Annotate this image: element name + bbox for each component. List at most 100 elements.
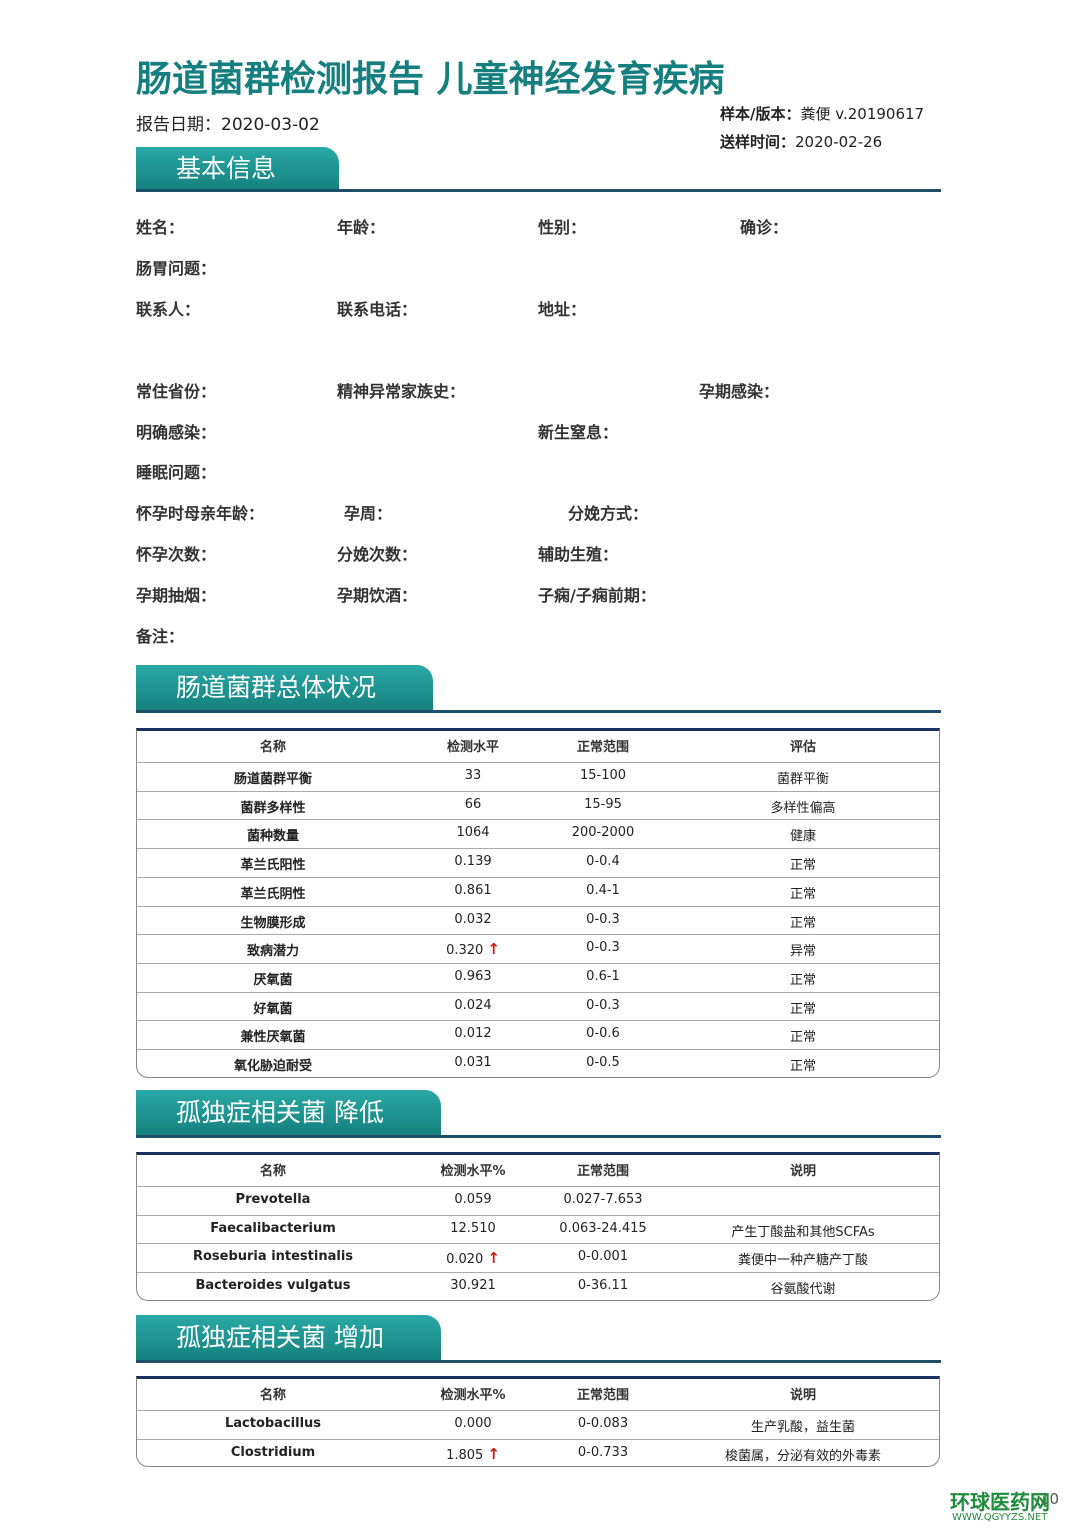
table-cell: 0.139	[454, 854, 492, 870]
table-cell: 66	[464, 796, 482, 812]
table-cell: 12.510	[450, 1220, 496, 1236]
table-cell: Prevotella	[235, 1192, 311, 1207]
table-cell: 生物膜形成	[240, 915, 306, 931]
field-label: 孕期感染：	[699, 382, 780, 401]
field-label: 分娩次数：	[337, 545, 418, 564]
table-cell: 菌种数量	[246, 829, 300, 845]
table-cell: 菌群平衡	[776, 772, 830, 787]
section-tab: 基本信息	[136, 147, 339, 191]
row-divider	[137, 1243, 939, 1245]
section-rule	[136, 1360, 941, 1363]
field-label: 确诊：	[740, 218, 789, 237]
row-divider	[137, 991, 939, 993]
table-cell: 革兰氏阳性	[240, 858, 306, 874]
column-header: 名称	[259, 740, 287, 755]
value: 粪便 v.20190617	[800, 105, 925, 123]
table-cell: 氧化胁迫耐受	[233, 1059, 313, 1074]
table-cell: 0-0.733	[577, 1444, 629, 1460]
section-rule	[136, 189, 941, 192]
row-divider	[137, 934, 939, 936]
table-cell: 200-2000	[571, 825, 635, 841]
table-cell: Clostridium	[230, 1444, 316, 1460]
report-title: 肠道菌群检测报告 儿童神经发育疾病	[136, 59, 725, 100]
table-cell: 好氧菌	[253, 1001, 293, 1017]
table-cell: 0-0.5	[586, 1055, 620, 1070]
table-cell: 健康	[789, 829, 817, 845]
field-label: 子痫/子痫前期：	[538, 586, 656, 605]
column-header: 检测水平	[446, 740, 500, 755]
table-cell: 0-36.11	[577, 1278, 629, 1294]
table-cell: 0.032	[454, 911, 492, 927]
table-cell: 0-0.083	[577, 1416, 629, 1431]
row-divider	[137, 1020, 939, 1022]
table-cell: 正常	[789, 1001, 817, 1017]
section-rule	[136, 710, 941, 713]
table-cell: 0-0.3	[586, 940, 620, 956]
label: 样本/版本：	[720, 105, 801, 123]
table-cell: 15-95	[584, 796, 622, 812]
field-label: 辅助生殖：	[538, 545, 619, 564]
table-cell: 0.031	[454, 1055, 492, 1070]
row-divider	[137, 1438, 939, 1440]
table-cell: 多样性偏高	[770, 800, 836, 816]
table-cell: 0-0.3	[586, 911, 620, 927]
table	[136, 1152, 940, 1301]
field-label: 年龄：	[337, 218, 386, 237]
column-header: 评估	[789, 740, 817, 755]
field-label: 联系人：	[136, 300, 201, 319]
row-divider	[137, 1410, 939, 1411]
table-cell: 0.6-1	[586, 968, 620, 984]
table-cell: 0-0.3	[586, 997, 620, 1013]
table-cell: 1064	[456, 825, 490, 841]
table	[136, 1376, 940, 1468]
table-cell: 兼性厌氧菌	[240, 1030, 306, 1046]
table-cell: 0.000	[454, 1416, 492, 1431]
field-label: 明确感染：	[136, 423, 217, 442]
column-header: 正常范围	[576, 1164, 630, 1179]
row-divider	[137, 1272, 939, 1274]
table-cell: Lactobacillus	[224, 1416, 322, 1431]
field-label: 地址：	[538, 300, 587, 319]
table-cell: 0.024	[454, 997, 492, 1013]
field-label: 睡眠问题：	[136, 463, 217, 482]
table	[136, 728, 940, 1078]
watermark: 环球医药网	[950, 1490, 1050, 1514]
table-cell: Faecalibacterium	[210, 1220, 336, 1236]
row-divider	[137, 1186, 939, 1187]
table-cell: 正常	[789, 1059, 817, 1074]
table-cell: 异常	[789, 944, 817, 960]
table-cell: 正常	[789, 886, 817, 902]
column-header: 名称	[259, 1388, 287, 1403]
column-header: 说明	[789, 1388, 817, 1403]
table-cell: 30.921	[450, 1278, 496, 1294]
section-tab: 肠道菌群总体状况	[136, 665, 433, 711]
up-arrow: ↑	[487, 1249, 500, 1268]
column-header: 名称	[259, 1164, 287, 1179]
field-label: 孕期饮酒：	[337, 586, 418, 605]
row-divider	[137, 1214, 939, 1216]
table-cell: Roseburia intestinalis	[192, 1249, 354, 1265]
field-label: 常住省份：	[136, 382, 217, 401]
label: 送样时间：	[720, 133, 796, 151]
table-cell: 33	[464, 768, 482, 783]
table-cell: 肠道菌群平衡	[233, 772, 313, 787]
up-arrow: ↑	[487, 940, 500, 959]
table-cell: 0.027-7.653	[563, 1192, 643, 1207]
up-arrow: ↑	[487, 1444, 500, 1463]
field-label: 怀孕时母亲年龄：	[136, 504, 265, 523]
table-cell: 梭菌属，分泌有效的外毒素	[724, 1448, 882, 1464]
table-cell: 正常	[789, 972, 817, 988]
table-cell: 0.020 ↑	[446, 1249, 500, 1268]
row-divider	[137, 905, 939, 907]
field-label: 精神异常家族史：	[337, 382, 466, 401]
column-header: 正常范围	[576, 740, 630, 755]
table-cell: 致病潜力	[246, 944, 300, 960]
table-cell: 正常	[789, 1030, 817, 1046]
table-cell: 菌群多样性	[240, 800, 306, 816]
value: 2020-03-02	[221, 115, 320, 135]
table-cell: 0.063-24.415	[559, 1220, 647, 1236]
table-cell: 生产乳酸，益生菌	[750, 1420, 856, 1435]
table-cell: 谷氨酸代谢	[770, 1282, 836, 1298]
column-header: 检测水平%	[440, 1388, 506, 1403]
